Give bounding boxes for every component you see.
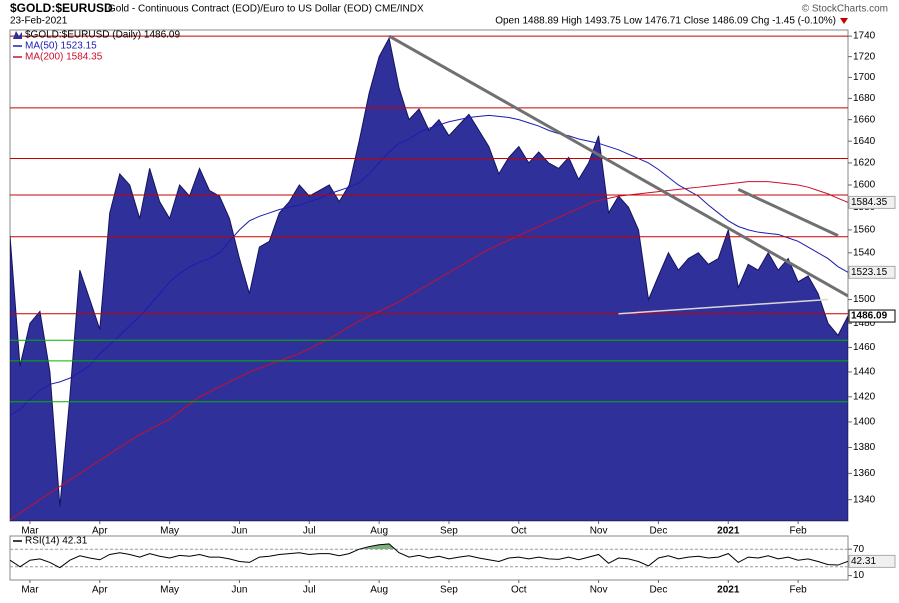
- x-tick-label: Nov: [590, 585, 608, 596]
- x-tick-label: Mar: [21, 526, 39, 537]
- y-tick-label: 70: [853, 544, 865, 555]
- x-tick-label: Aug: [370, 526, 388, 537]
- y-tick-label: 1640: [853, 136, 876, 147]
- y-tick-label: 1700: [853, 72, 876, 83]
- legend-icon: [13, 31, 22, 39]
- y-tick-label: 1500: [853, 294, 876, 305]
- y-tick-label: 1540: [853, 247, 876, 258]
- last-value-label: 1584.35: [851, 197, 888, 208]
- y-tick-label: 1340: [853, 494, 876, 505]
- y-tick-label: 1720: [853, 51, 876, 62]
- x-tick-label: Feb: [790, 585, 808, 596]
- x-tick-label: Feb: [790, 526, 808, 537]
- chart-subtitle: Gold - Continuous Contract (EOD)/Euro to…: [108, 4, 424, 15]
- last-value-label: 1486.09: [851, 311, 888, 322]
- y-tick-label: 1600: [853, 180, 876, 191]
- y-tick-label: 1360: [853, 468, 876, 479]
- y-tick-label: 1440: [853, 367, 876, 378]
- y-tick-label: 1680: [853, 93, 876, 104]
- plot-frame: [9, 535, 849, 581]
- x-tick-label: Oct: [511, 526, 527, 537]
- date: 23-Feb-2021: [10, 16, 68, 27]
- x-tick-label: Nov: [590, 526, 608, 537]
- y-tick-label: 10: [853, 570, 865, 581]
- trendline: [388, 34, 848, 298]
- x-tick-label: Dec: [650, 526, 668, 537]
- y-tick-label: 1380: [853, 442, 876, 453]
- trendline: [618, 298, 829, 315]
- change-arrow: [840, 18, 848, 24]
- x-tick-label: Oct: [511, 585, 527, 596]
- last-value-box: [848, 554, 896, 568]
- plot-layer: [10, 543, 848, 569]
- x-tick-label: Jul: [303, 585, 316, 596]
- source: © StockCharts.com: [802, 4, 888, 15]
- x-tick-label: 2021: [717, 526, 740, 537]
- last-value-label: 1523.15: [851, 267, 888, 278]
- series-line: [10, 114, 848, 417]
- x-tick-label: Apr: [92, 526, 108, 537]
- price-area: [10, 36, 848, 521]
- y-tick-label: 1740: [853, 31, 876, 42]
- last-value-label: 42.31: [851, 556, 876, 567]
- x-tick-label: Dec: [650, 585, 668, 596]
- x-tick-label: May: [160, 526, 179, 537]
- y-tick-label: 1660: [853, 114, 876, 125]
- plot-layer: [10, 34, 848, 521]
- quote: Open 1488.89 High 1493.75 Low 1476.71 Cl…: [495, 16, 836, 27]
- x-tick-label: Jun: [231, 526, 247, 537]
- y-tick-label: 1560: [853, 225, 876, 236]
- x-tick-label: Jun: [231, 585, 247, 596]
- y-tick-label: 1400: [853, 417, 876, 428]
- x-tick-label: Aug: [370, 585, 388, 596]
- legend-label: MA(50) 1523.15: [25, 41, 97, 52]
- last-value-box: [848, 195, 896, 209]
- trendline: [737, 188, 839, 237]
- last-value-box: [848, 265, 896, 279]
- x-tick-label: Sep: [440, 526, 458, 537]
- y-tick-label: 1460: [853, 342, 876, 353]
- x-tick-label: 2021: [717, 585, 740, 596]
- last-value-box: [848, 309, 896, 323]
- x-tick-label: Sep: [440, 585, 458, 596]
- legend-label: $GOLD:$EURUSD (Daily) 1486.09: [25, 30, 180, 41]
- y-tick-label: 1420: [853, 391, 876, 402]
- x-tick-label: Jul: [303, 526, 316, 537]
- legend-label: MA(200) 1584.35: [25, 52, 103, 63]
- x-tick-label: May: [160, 585, 179, 596]
- y-tick-label: 1480: [853, 318, 876, 329]
- overbought-fill: [359, 543, 396, 550]
- legend-label: RSI(14) 42.31: [25, 536, 88, 547]
- y-tick-label: 1620: [853, 158, 876, 169]
- x-tick-label: Mar: [21, 585, 39, 596]
- chart-title: $GOLD:$EURUSD: [10, 1, 113, 15]
- series-line: [10, 181, 848, 521]
- series-line: [10, 543, 848, 569]
- x-tick-label: Apr: [92, 585, 108, 596]
